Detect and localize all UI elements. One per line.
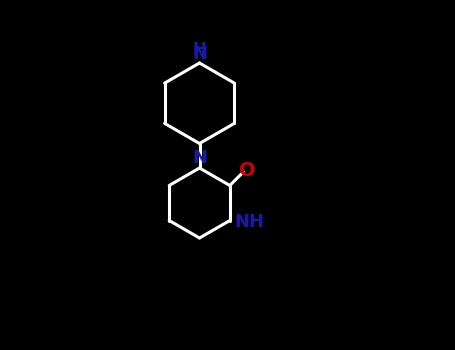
Text: NH: NH [234,213,264,231]
Text: N: N [192,149,207,167]
Text: H: H [192,41,207,59]
Text: N: N [192,45,207,63]
Text: O: O [239,161,256,180]
